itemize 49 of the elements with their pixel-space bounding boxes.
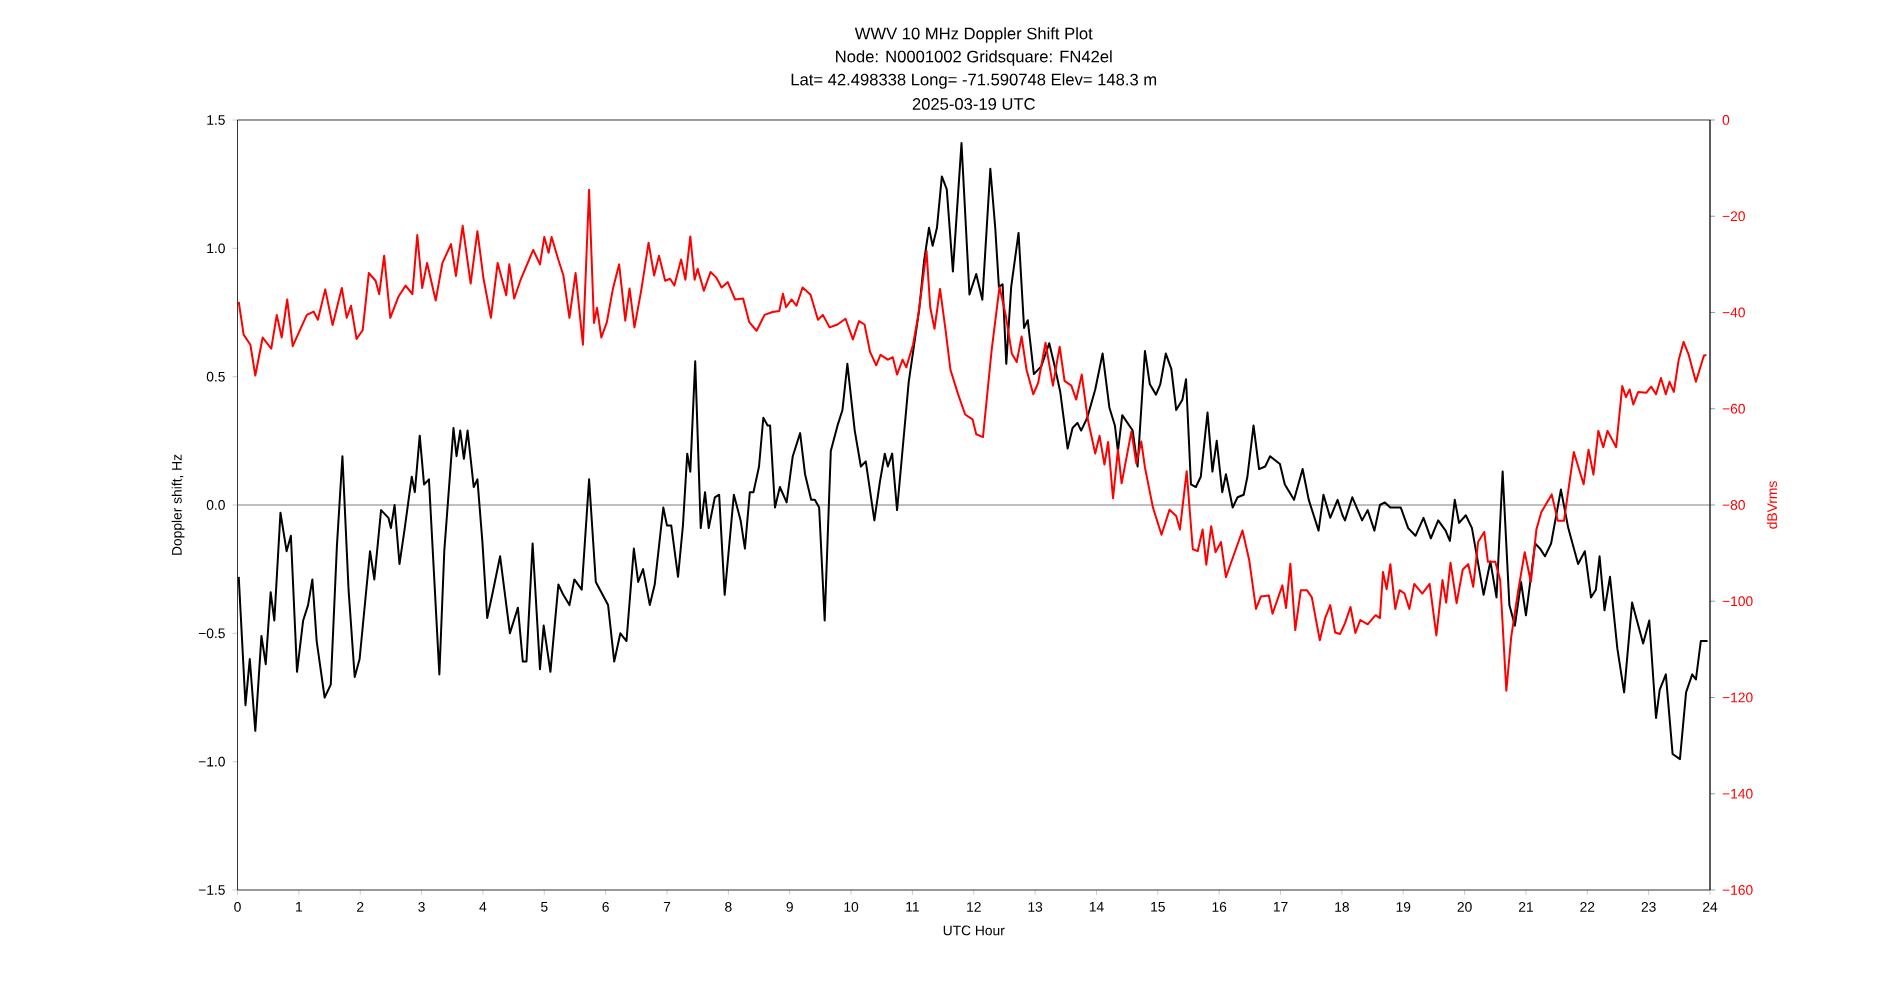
y2-tick-label: −80 bbox=[1722, 500, 1745, 510]
x-tick-label: 23 bbox=[1641, 902, 1656, 912]
y-axis-title: Doppler shift, Hz bbox=[171, 454, 185, 555]
x-tick-label: 20 bbox=[1457, 902, 1472, 912]
x-tick-label: 18 bbox=[1335, 902, 1349, 912]
x-tick-label: 14 bbox=[1089, 902, 1104, 912]
x-tick-label: 0 bbox=[234, 902, 241, 912]
y2-tick-label: −40 bbox=[1722, 307, 1745, 318]
y-tick-label: 1.5 bbox=[207, 115, 225, 125]
y2-tick-label: −140 bbox=[1722, 788, 1753, 799]
x-tick-label: 12 bbox=[967, 902, 981, 912]
x-tick-label: 1 bbox=[296, 902, 303, 912]
x-tick-label: 10 bbox=[844, 902, 859, 912]
x-tick-label: 6 bbox=[602, 902, 609, 912]
x-tick-label: 16 bbox=[1212, 902, 1227, 912]
x-tick-label: 19 bbox=[1396, 902, 1411, 912]
x-tick-label: 11 bbox=[906, 902, 919, 912]
y-tick-label: −0.5 bbox=[198, 628, 225, 639]
y-tick-label: 1.0 bbox=[207, 243, 225, 254]
chart-subtitle: Node: N0001002 Gridsquare: FN42el bbox=[836, 50, 1112, 66]
x-tick-label: 22 bbox=[1580, 902, 1595, 912]
y-tick-label: −1.0 bbox=[198, 756, 225, 767]
x-tick-label: 13 bbox=[1028, 902, 1043, 912]
y-tick-label: −1.5 bbox=[198, 885, 225, 895]
y-tick-label: 0.0 bbox=[206, 500, 225, 510]
x-tick-label: 3 bbox=[418, 902, 425, 912]
y2-tick-label: −160 bbox=[1722, 885, 1753, 895]
y2-tick-label: −20 bbox=[1722, 211, 1745, 222]
x-tick-label: 5 bbox=[541, 902, 548, 912]
x-tick-label: 15 bbox=[1151, 902, 1165, 912]
x-tick-label: 4 bbox=[479, 902, 487, 912]
y2-tick-label: −60 bbox=[1722, 403, 1745, 414]
y-tick-label: 0.5 bbox=[206, 371, 225, 382]
y2-tick-label: −100 bbox=[1722, 596, 1753, 607]
x-tick-label: 9 bbox=[786, 902, 793, 912]
x-tick-label: 17 bbox=[1273, 902, 1288, 912]
chart-title: WWV 10 MHz Doppler Shift Plot bbox=[854, 27, 1093, 43]
text: 2025-03-19 UTC bbox=[912, 98, 1035, 110]
x-tick-label: 2 bbox=[357, 902, 364, 912]
x-tick-label: 21 bbox=[1518, 902, 1533, 912]
line-series bbox=[237, 188, 1708, 692]
x-tick-label: 7 bbox=[663, 902, 671, 912]
y2-tick-label: 0 bbox=[1722, 115, 1730, 125]
y2-axis-title: dBVrms bbox=[1766, 481, 1778, 529]
x-tick-label: 24 bbox=[1703, 902, 1718, 912]
y2-tick-label: −120 bbox=[1722, 692, 1753, 703]
x-tick-label: 8 bbox=[725, 902, 732, 912]
x-axis-title: UTC Hour bbox=[943, 925, 1005, 936]
text: Lat= 42.498338 Long= -71.590748 Elev= 148.3 m bbox=[791, 73, 1157, 89]
